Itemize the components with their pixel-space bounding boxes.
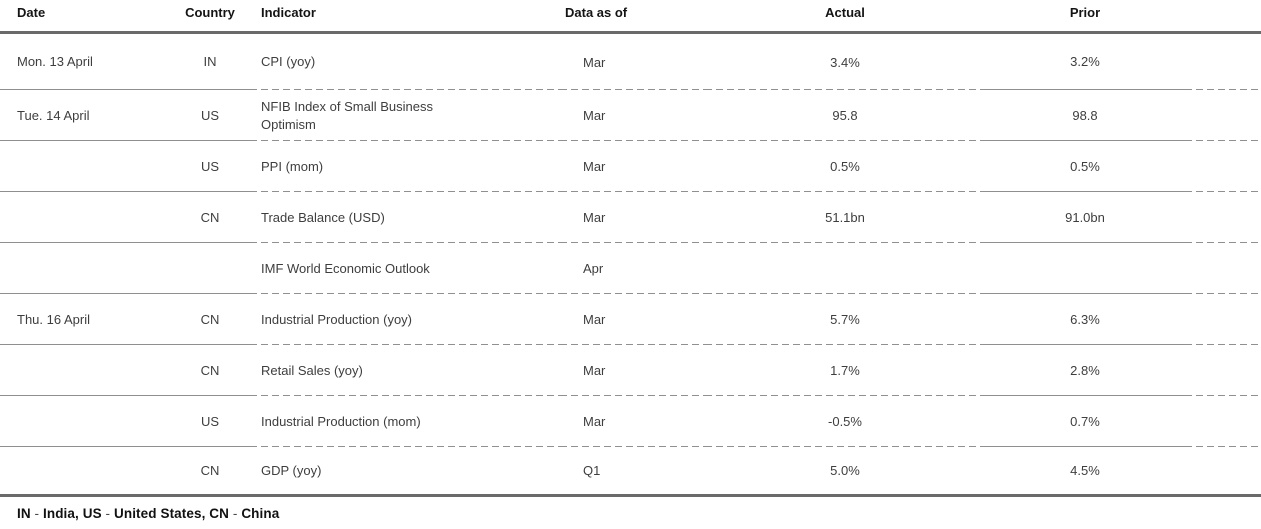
country-cell: US <box>170 396 250 447</box>
prior-value-cell: 98.8 <box>985 90 1185 141</box>
indicator-cell: CPI (yoy) <box>250 34 560 90</box>
table-row: US Industrial Production (mom) Mar -0.5%… <box>0 396 1261 447</box>
legend-text: US <box>82 506 102 521</box>
actual-value-cell: 5.7% <box>705 294 985 345</box>
legend-text: - <box>30 506 44 521</box>
actual-value-cell: 5.0% <box>830 463 860 478</box>
country-cell: CN <box>170 192 250 243</box>
country-cell: CN <box>200 463 220 478</box>
table-row: Thu. 16 April CN Industrial Production (… <box>0 294 1261 345</box>
actual-value-cell: 1.7% <box>705 345 985 396</box>
table-row: Mon. 13 April IN CPI (yoy) Mar 3.4% 3.2% <box>0 34 1261 90</box>
prior-value-cell <box>985 243 1185 294</box>
actual-value-cell: 95.8 <box>705 90 985 141</box>
column-header-trailing-space <box>1185 0 1261 31</box>
data-as-of-cell: Mar <box>560 90 705 141</box>
table-row: CN Trade Balance (USD) Mar 51.1bn 91.0bn <box>0 192 1261 243</box>
trailing-space-cell <box>1185 294 1261 345</box>
table-row: CN Retail Sales (yoy) Mar 1.7% 2.8% <box>0 345 1261 396</box>
prior-value-cell: 6.3% <box>985 294 1185 345</box>
country-cell: US <box>170 141 250 192</box>
country-cell: US <box>170 90 250 141</box>
date-cell <box>0 396 170 447</box>
data-as-of-cell: Mar <box>560 294 705 345</box>
legend-text: CN <box>209 506 229 521</box>
prior-value-cell: 0.5% <box>985 141 1185 192</box>
actual-value-cell: 0.5% <box>705 141 985 192</box>
data-as-of-cell: Mar <box>560 345 705 396</box>
trailing-space-cell <box>1185 141 1261 192</box>
column-header-prior: Prior <box>1069 5 1101 20</box>
indicator-cell: PPI (mom) <box>250 141 560 192</box>
trailing-space-cell <box>1185 345 1261 396</box>
indicator-cell: IMF World Economic Outlook <box>250 243 560 294</box>
date-cell: Thu. 16 April <box>0 294 170 345</box>
column-header-data-as-of: Data as of <box>565 5 628 20</box>
trailing-space-cell <box>1185 447 1261 494</box>
country-cell: IN <box>170 34 250 90</box>
actual-value-cell: 3.4% <box>705 34 985 90</box>
column-header-indicator: Indicator <box>261 5 316 20</box>
data-as-of-cell: Q1 <box>583 463 601 478</box>
prior-value-cell: 91.0bn <box>985 192 1185 243</box>
table-row: CN GDP (yoy) Q1 5.0% 4.5% <box>0 447 1261 494</box>
table-row: US PPI (mom) Mar 0.5% 0.5% <box>0 141 1261 192</box>
prior-value-cell: 2.8% <box>985 345 1185 396</box>
actual-value-cell <box>705 243 985 294</box>
data-as-of-cell: Mar <box>560 192 705 243</box>
indicator-cell: Retail Sales (yoy) <box>250 345 560 396</box>
date-cell: Tue. 14 April <box>0 90 170 141</box>
legend-text: United States, <box>114 506 210 521</box>
trailing-space-cell <box>1185 34 1261 90</box>
country-cell <box>170 243 250 294</box>
table-row: Tue. 14 April US NFIB Index of Small Bus… <box>0 90 1261 141</box>
prior-value-cell: 3.2% <box>985 34 1185 90</box>
indicator-cell: Trade Balance (USD) <box>250 192 560 243</box>
prior-value-cell: 4.5% <box>1070 463 1100 478</box>
trailing-space-cell <box>1185 243 1261 294</box>
column-header-date: Date <box>17 5 46 20</box>
data-as-of-cell: Mar <box>560 34 705 90</box>
legend-text: - <box>101 506 115 521</box>
indicator-cell: NFIB Index of Small Business Optimism <box>250 90 560 141</box>
legend-text: IN <box>17 506 31 521</box>
prior-value-cell: 0.7% <box>985 396 1185 447</box>
data-as-of-cell: Apr <box>560 243 705 294</box>
data-as-of-cell: Mar <box>560 396 705 447</box>
date-cell: Mon. 13 April <box>0 34 170 90</box>
date-cell <box>0 345 170 396</box>
column-header-country: Country <box>185 5 235 20</box>
actual-value-cell: 51.1bn <box>705 192 985 243</box>
trailing-space-cell <box>1185 192 1261 243</box>
country-code-legend: IN - India, US - United States, CN - Chi… <box>0 497 1261 521</box>
indicator-cell: Industrial Production (mom) <box>250 396 560 447</box>
trailing-space-cell <box>1185 396 1261 447</box>
date-cell <box>0 141 170 192</box>
legend-text: - <box>229 506 242 521</box>
indicator-cell: Industrial Production (yoy) <box>250 294 560 345</box>
table-row: IMF World Economic Outlook Apr <box>0 243 1261 294</box>
indicator-cell: GDP (yoy) <box>261 462 322 478</box>
column-header-actual: Actual <box>825 5 865 20</box>
date-cell <box>0 243 170 294</box>
country-cell: CN <box>170 345 250 396</box>
country-cell: CN <box>170 294 250 345</box>
legend-text: China <box>241 506 280 521</box>
table-bottom-rule <box>0 494 1261 497</box>
trailing-space-cell <box>1185 90 1261 141</box>
legend-text: India, <box>43 506 83 521</box>
table-header: Date Country Indicator Data as of Actual… <box>0 0 1261 34</box>
actual-value-cell: -0.5% <box>705 396 985 447</box>
date-cell <box>0 192 170 243</box>
data-as-of-cell: Mar <box>560 141 705 192</box>
date-cell <box>0 447 170 494</box>
table-body: Mon. 13 April IN CPI (yoy) Mar 3.4% 3.2%… <box>0 34 1261 494</box>
